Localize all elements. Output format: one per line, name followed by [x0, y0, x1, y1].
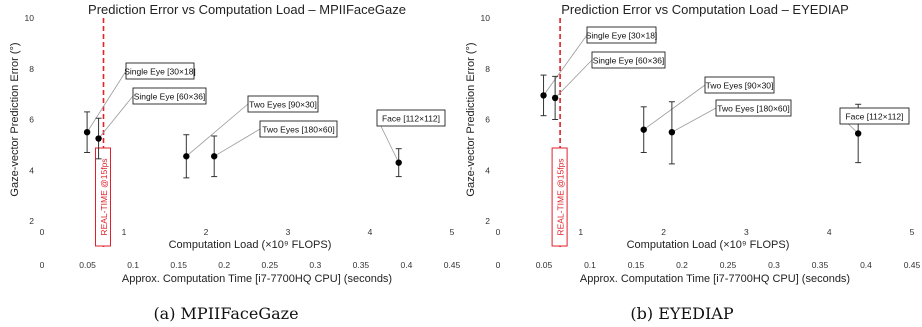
x2-tick-label: 0.1 [584, 260, 596, 270]
point-label-box [125, 62, 195, 80]
x2-tick-label: 0.05 [79, 260, 96, 270]
point-label: Single Eye [60×36] [593, 56, 665, 66]
figure-caption: (a) MPIIFaceGaze [153, 304, 298, 323]
chart-panel-1: Prediction Error vs Computation Load – E… [465, 2, 921, 323]
x2-tick-label: 0.15 [628, 260, 645, 270]
chart-title: Prediction Error vs Computation Load – M… [88, 2, 406, 17]
point-leader-line [671, 107, 717, 133]
point-leader-line [554, 59, 593, 99]
point-leader-line [98, 95, 134, 139]
data-point [540, 92, 547, 99]
data-point [95, 135, 102, 142]
data-point [183, 153, 190, 160]
point-label: Single Eye [30×18] [124, 67, 196, 77]
point-label-box [591, 51, 666, 69]
point-label: Two Eyes [180×60] [717, 104, 790, 114]
x2-tick-label: 0.1 [127, 260, 139, 270]
point-label: Two Eyes [90×30] [706, 81, 774, 91]
x2-tick-label: 0.3 [309, 260, 321, 270]
point-label: Single Eye [30×18] [586, 31, 658, 41]
point-label-box [376, 109, 446, 127]
x-tick-label: 5 [450, 227, 455, 237]
x-tick-label: 4 [827, 227, 832, 237]
x-tick-label: 3 [286, 227, 291, 237]
realtime-label: REAL-TIME @15fps [556, 158, 566, 235]
x-tick-label: 2 [661, 227, 666, 237]
y-tick-label: 2 [485, 216, 490, 226]
x2-tick-label: 0.4 [860, 260, 872, 270]
point-label-box [586, 26, 657, 44]
x2-tick-label: 0.25 [720, 260, 737, 270]
y-axis-label: Gaze-vector Prediction Error (°) [9, 42, 21, 196]
point-label-box [715, 99, 792, 117]
data-point [211, 153, 218, 160]
x2-tick-label: 0.15 [170, 260, 187, 270]
x2-tick-label: 0.35 [353, 260, 370, 270]
x2-tick-label: 0.2 [218, 260, 230, 270]
data-point [668, 128, 676, 136]
point-label: Face [112×112] [845, 112, 903, 122]
x2-tick-label: 0.3 [768, 260, 780, 270]
x2-axis-label: Approx. Computation Time [i7-7700HQ CPU]… [122, 273, 392, 285]
x2-tick-label: 0.45 [904, 260, 921, 270]
x-tick-label: 0 [496, 227, 501, 237]
y-tick-label: 4 [29, 165, 34, 175]
y-tick-label: 2 [29, 216, 34, 226]
y-tick-label: 6 [485, 115, 490, 125]
x-tick-label: 2 [204, 227, 209, 237]
data-point [551, 94, 559, 102]
realtime-label-box [95, 147, 111, 247]
x-axis-label: Computation Load (×10⁹ FLOPS) [627, 239, 790, 251]
point-label-box [259, 120, 338, 138]
point-label: Two Eyes [90×30] [249, 100, 317, 110]
y-tick-label: 8 [485, 64, 490, 74]
y-tick-label: 10 [25, 13, 35, 23]
x2-tick-label: 0 [496, 260, 501, 270]
point-label-box [132, 87, 207, 105]
x-tick-label: 0 [40, 227, 45, 237]
y-tick-label: 4 [485, 165, 490, 175]
x2-tick-label: 0 [40, 260, 45, 270]
x-axis-label: Computation Load (×10⁹ FLOPS) [169, 239, 332, 251]
x-tick-label: 1 [122, 227, 127, 237]
x2-tick-label: 0.25 [262, 260, 279, 270]
point-leader-line [186, 103, 249, 157]
data-point [83, 128, 91, 136]
data-point [640, 126, 647, 133]
point-leader-line [643, 84, 706, 130]
point-label-box [704, 76, 775, 94]
point-label: Two Eyes [180×60] [262, 125, 335, 135]
data-point [395, 159, 402, 166]
point-leader-line [543, 34, 588, 96]
point-leader-line [86, 70, 127, 133]
y-tick-label: 8 [29, 64, 34, 74]
point-label: Face [112×112] [382, 114, 440, 124]
x2-tick-label: 0.4 [401, 260, 413, 270]
figure-caption: (b) EYEDIAP [630, 304, 733, 323]
chart-title: Prediction Error vs Computation Load – E… [561, 2, 849, 17]
x2-tick-label: 0.05 [536, 260, 553, 270]
x-tick-label: 3 [744, 227, 749, 237]
x2-tick-label: 0.45 [444, 260, 461, 270]
point-label-box [247, 95, 319, 113]
y-axis-label: Gaze-vector Prediction Error (°) [465, 42, 477, 196]
x2-tick-label: 0.35 [812, 260, 829, 270]
chart-panel-0: Prediction Error vs Computation Load – M… [9, 2, 461, 323]
point-label-box [839, 107, 910, 125]
x2-axis-label: Approx. Computation Time [i7-7700HQ CPU]… [580, 273, 850, 285]
point-leader-line [213, 128, 261, 157]
y-tick-label: 6 [29, 115, 34, 125]
x-tick-label: 4 [368, 227, 373, 237]
y-tick-label: 10 [481, 13, 491, 23]
realtime-label: REAL-TIME @15fps [99, 158, 109, 235]
realtime-label-box [551, 147, 568, 247]
x2-tick-label: 0.2 [676, 260, 688, 270]
x-tick-label: 1 [578, 227, 583, 237]
point-label: Single Eye [60×36] [134, 92, 206, 102]
data-point [854, 130, 862, 137]
x-tick-label: 5 [910, 227, 915, 237]
